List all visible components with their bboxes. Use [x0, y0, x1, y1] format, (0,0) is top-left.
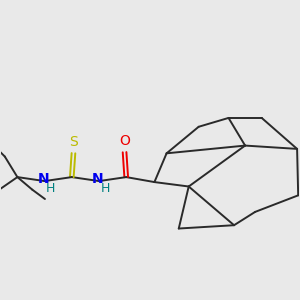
Text: O: O	[119, 134, 130, 148]
Text: H: H	[100, 182, 110, 195]
Text: N: N	[38, 172, 49, 186]
Text: N: N	[92, 172, 103, 186]
Text: S: S	[69, 135, 78, 149]
Text: H: H	[46, 182, 55, 195]
